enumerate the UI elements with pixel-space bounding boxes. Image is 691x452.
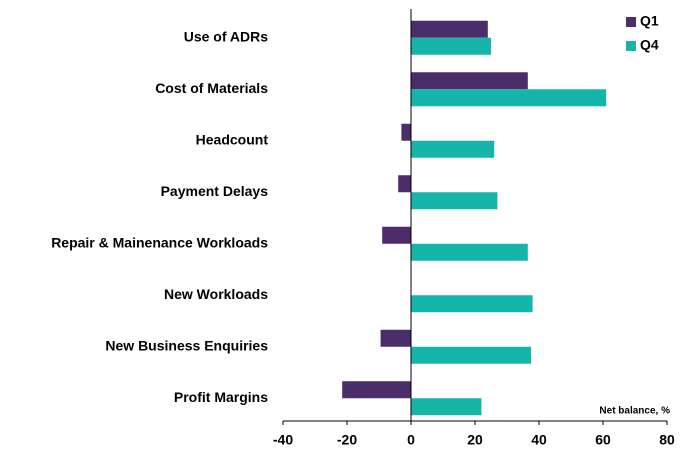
bar — [411, 192, 498, 210]
bar — [411, 398, 482, 416]
x-tick-label: 80 — [659, 432, 675, 448]
legend-swatch — [626, 17, 636, 27]
bar — [411, 37, 491, 55]
x-tick-label: -40 — [273, 432, 293, 448]
y-tick-label: Payment Delays — [161, 183, 269, 199]
legend-label: Q4 — [640, 37, 659, 53]
y-tick-label: Cost of Materials — [155, 80, 268, 96]
y-tick-label: New Business Enquiries — [105, 337, 268, 353]
x-tick-label: 20 — [467, 432, 483, 448]
axis-annotation: Net balance, % — [599, 406, 670, 417]
x-tick-label: -20 — [337, 432, 357, 448]
bar — [401, 123, 411, 141]
bar — [411, 72, 528, 90]
bar — [411, 295, 533, 313]
bar — [411, 243, 528, 261]
bar — [342, 381, 411, 399]
y-tick-label: Profit Margins — [174, 389, 268, 405]
y-tick-label: Headcount — [196, 131, 269, 147]
bar — [411, 20, 488, 38]
bar — [382, 226, 411, 244]
y-tick-label: Repair & Mainenance Workloads — [51, 234, 268, 250]
x-tick-label: 60 — [595, 432, 611, 448]
bar — [411, 140, 495, 158]
y-tick-label: Use of ADRs — [184, 28, 268, 44]
x-tick-label: 0 — [407, 432, 415, 448]
bar — [411, 89, 607, 107]
bar — [398, 175, 411, 193]
bar — [380, 329, 411, 347]
legend-label: Q1 — [640, 13, 659, 29]
x-tick-label: 40 — [531, 432, 547, 448]
bar — [411, 346, 531, 364]
y-tick-label: New Workloads — [164, 286, 268, 302]
legend-swatch — [626, 41, 636, 51]
